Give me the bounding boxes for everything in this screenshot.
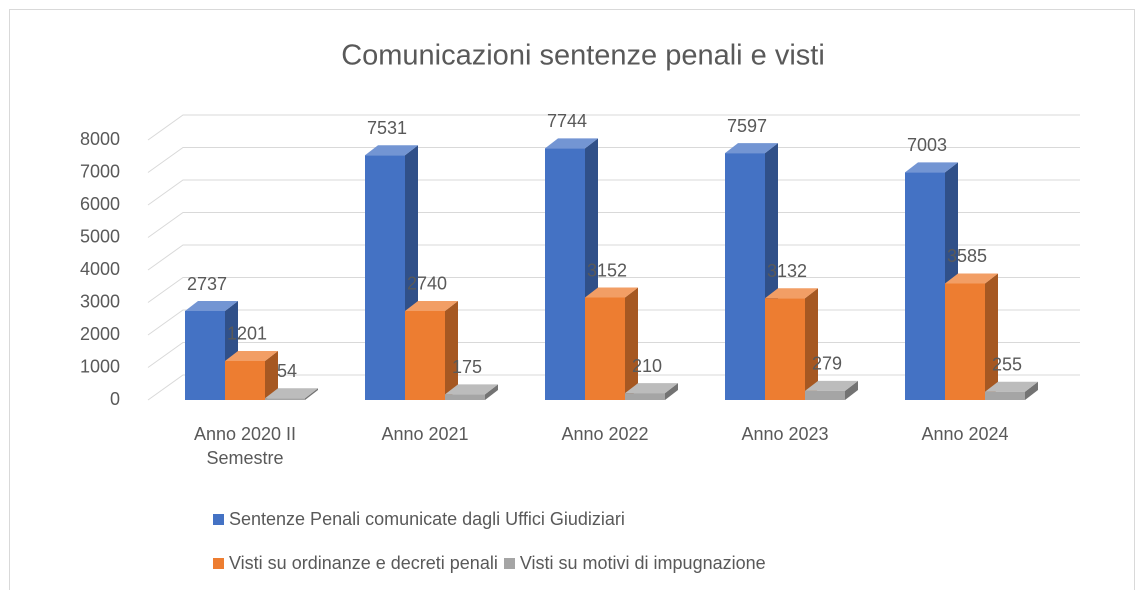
bar-top xyxy=(625,383,678,394)
bar-top xyxy=(545,138,598,149)
bar-front xyxy=(225,360,265,400)
legend-label: Visti su ordinanze e decreti penali xyxy=(229,552,498,573)
legend-label: Visti su motivi di impugnazione xyxy=(519,552,766,573)
bar-side xyxy=(485,384,498,400)
bar xyxy=(265,388,318,400)
bar-side xyxy=(265,350,278,400)
bar-top xyxy=(985,381,1038,392)
bar-side xyxy=(845,380,858,400)
bar-top xyxy=(945,273,998,284)
bar-side xyxy=(625,287,638,400)
bar-top xyxy=(265,388,318,399)
data-label: 2737 xyxy=(187,274,227,294)
grid-line xyxy=(147,212,1080,238)
legend-swatch xyxy=(213,557,224,569)
data-label: 7003 xyxy=(907,135,947,155)
bar-top xyxy=(765,288,818,299)
legend-label: Sentenze Penali comunicate dagli Uffici … xyxy=(229,508,625,529)
grid-line xyxy=(147,277,1080,303)
bar-top xyxy=(225,350,278,361)
y-tick-label: 6000 xyxy=(80,194,120,214)
bar xyxy=(445,384,498,400)
bar xyxy=(585,287,638,400)
y-tick-label: 4000 xyxy=(80,259,120,279)
bar-front xyxy=(445,394,485,400)
grid-line xyxy=(147,244,1080,271)
bar-top xyxy=(585,287,638,298)
bar-top xyxy=(445,384,498,395)
bar-side xyxy=(305,388,318,400)
bar-side xyxy=(665,383,678,400)
bar-top xyxy=(805,380,858,391)
grid-line xyxy=(147,147,1080,173)
data-label: 54 xyxy=(277,361,297,381)
data-label: 7744 xyxy=(547,111,587,131)
legend-swatch xyxy=(503,557,515,569)
legend-item: Visti su motivi di impugnazione xyxy=(503,551,766,575)
legend-swatch xyxy=(213,513,224,525)
bar-front xyxy=(265,398,305,400)
bar-front xyxy=(905,172,945,400)
bar xyxy=(945,273,998,400)
data-label: 3585 xyxy=(947,246,987,266)
bar xyxy=(805,380,858,400)
bar-top xyxy=(725,143,778,154)
legend-item: Sentenze Penali comunicate dagli Uffici … xyxy=(213,507,625,531)
y-tick-label: 3000 xyxy=(80,291,120,311)
x-tick-label: Anno 2024 xyxy=(921,424,1009,444)
x-tick-label: Anno 2020 II Semestre xyxy=(193,424,297,468)
bar xyxy=(405,300,458,400)
bar-front xyxy=(805,390,845,400)
bar-side xyxy=(445,300,458,400)
data-label: 1201 xyxy=(227,324,267,344)
y-tick-label: 5000 xyxy=(80,226,120,246)
data-label: 3152 xyxy=(587,260,627,280)
bar-side xyxy=(805,288,818,400)
bar-front xyxy=(625,393,665,400)
data-label: 255 xyxy=(992,354,1022,374)
bar xyxy=(985,381,1038,400)
y-tick-label: 0 xyxy=(110,389,120,409)
bar-front xyxy=(725,153,765,400)
bar-side xyxy=(1025,381,1038,400)
bar-front xyxy=(185,311,225,400)
bar-front xyxy=(945,283,985,400)
x-tick-label: Anno 2022 xyxy=(561,424,649,444)
bar-front xyxy=(405,310,445,400)
bar xyxy=(225,350,278,400)
chart-title: Comunicazioni sentenze penali e visti xyxy=(341,40,825,72)
data-label: 3132 xyxy=(767,261,807,281)
bar-front xyxy=(765,298,805,400)
bar-front xyxy=(545,148,585,400)
data-label: 7531 xyxy=(367,118,407,138)
data-label: 279 xyxy=(812,354,842,374)
y-tick-label: 8000 xyxy=(80,129,120,149)
bar-side xyxy=(985,273,998,400)
data-label: 2740 xyxy=(407,274,447,294)
data-label: 7597 xyxy=(727,116,767,136)
bar-top xyxy=(185,301,238,312)
grid-line xyxy=(147,179,1080,206)
chart-frame xyxy=(9,9,1135,590)
bar-front xyxy=(365,155,405,400)
grid-line xyxy=(147,114,1080,141)
data-label: 210 xyxy=(632,356,662,376)
x-tick-label: Anno 2021 xyxy=(381,424,469,444)
legend-item: Visti su ordinanze e decreti penali xyxy=(213,551,498,575)
bar xyxy=(625,383,678,400)
bar-top xyxy=(365,145,418,156)
y-tick-label: 2000 xyxy=(80,324,120,344)
bar-front xyxy=(585,297,625,400)
data-label: 175 xyxy=(452,357,482,377)
legend: Sentenze Penali comunicate dagli Uffici … xyxy=(213,507,913,575)
bar xyxy=(765,288,818,400)
bar-front xyxy=(985,391,1025,400)
y-tick-label: 1000 xyxy=(80,356,120,376)
x-tick-label: Anno 2023 xyxy=(741,424,829,444)
bar-top xyxy=(405,300,458,311)
bar-top xyxy=(905,162,958,173)
y-tick-label: 7000 xyxy=(80,161,120,181)
